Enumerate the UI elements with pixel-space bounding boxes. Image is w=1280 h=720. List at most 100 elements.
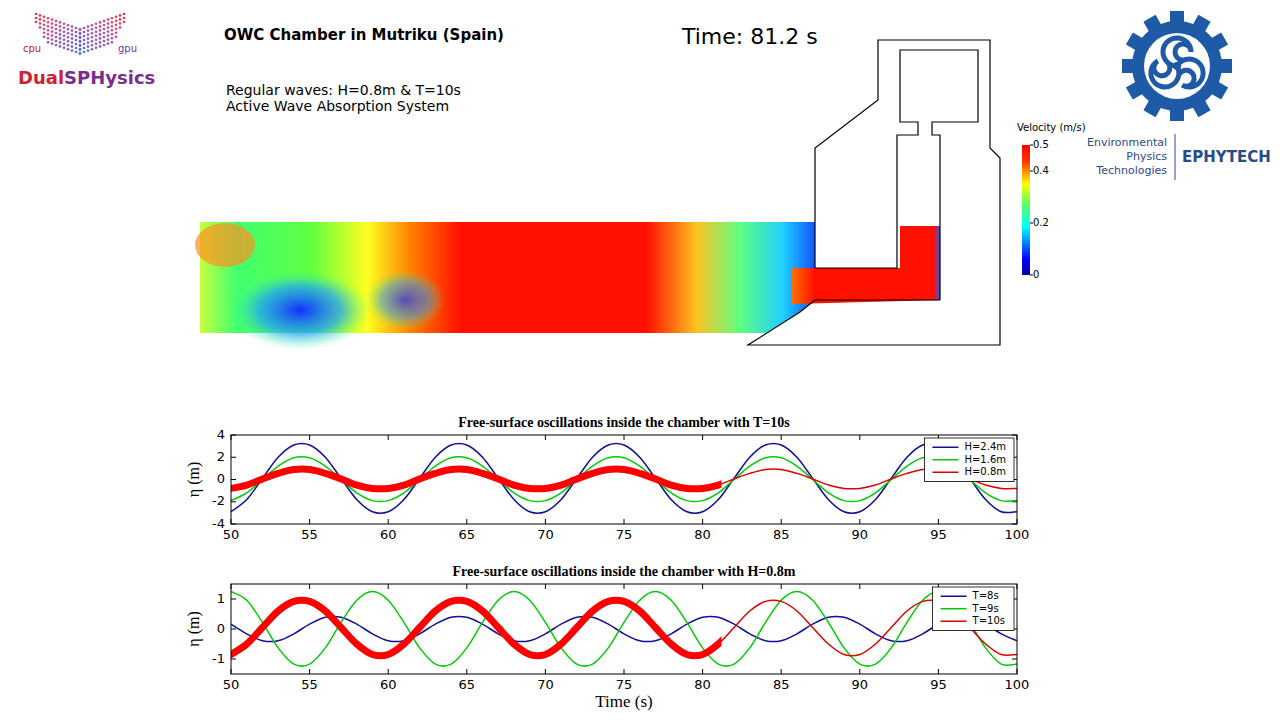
- logo-dot: [51, 22, 54, 25]
- logo-dot: [79, 48, 82, 51]
- y-axis-title: η (m): [185, 462, 203, 497]
- logo-name-part: SPHysics: [64, 67, 155, 88]
- logo-dot: [59, 21, 62, 24]
- x-tick: [624, 519, 625, 524]
- logo-dot: [115, 32, 118, 35]
- logo-dot: [63, 35, 66, 38]
- chamber-outline: [815, 50, 978, 300]
- series-group: [231, 443, 1017, 513]
- logo-dot: [43, 28, 46, 31]
- logo-dot: [63, 31, 66, 34]
- logo-dot: [79, 28, 82, 31]
- logo-dot: [47, 29, 50, 32]
- logo-dot: [91, 32, 94, 35]
- x-tick: [309, 584, 310, 589]
- logo-dot: [83, 35, 86, 38]
- x-tick-label: 75: [616, 677, 633, 692]
- x-tick: [702, 669, 703, 674]
- logo-dot: [59, 45, 62, 48]
- slow-zone: [230, 270, 370, 350]
- logo-dot: [59, 25, 62, 28]
- logo-dot: [115, 20, 118, 23]
- logo-dot: [55, 44, 58, 47]
- logo-dot: [55, 28, 58, 31]
- logo-dot: [67, 36, 70, 39]
- logo-dot: [111, 25, 114, 28]
- x-tick-label: 70: [537, 677, 554, 692]
- logo-dot: [119, 22, 122, 25]
- slow-zone: [365, 270, 445, 330]
- y-tick: [231, 457, 236, 458]
- logo-dot: [71, 33, 74, 36]
- logo-dot: [87, 25, 90, 28]
- logo-dot: [115, 28, 118, 31]
- x-tick: [309, 669, 310, 674]
- logo-dot: [123, 21, 126, 24]
- logo-dot: [95, 27, 98, 30]
- logo-dot: [79, 48, 82, 51]
- logo-dot: [87, 37, 90, 40]
- logo-dot: [71, 49, 74, 52]
- logo-dot: [55, 20, 58, 23]
- logo-dot: [115, 15, 118, 18]
- logo-dot: [51, 42, 54, 45]
- legend-label: H=0.8m: [964, 466, 1006, 477]
- logo-dot: [43, 32, 46, 35]
- x-tick: [545, 584, 546, 589]
- logo-dot: [111, 37, 114, 40]
- logo-dot: [79, 40, 82, 43]
- logo-dot: [75, 39, 78, 42]
- logo-dot: [67, 48, 70, 51]
- logo-dot: [59, 33, 62, 36]
- logo-dot: [99, 33, 102, 36]
- legend-label: T=8s: [972, 590, 999, 601]
- logo-dot: [79, 36, 82, 39]
- logo-dot: [87, 33, 90, 36]
- logo-name: DualSPHysics: [18, 67, 155, 88]
- gear-spiral: [1146, 54, 1184, 92]
- logo-dot: [71, 41, 74, 44]
- logo-name: EPHYTECH: [1182, 148, 1271, 166]
- logo-dot: [115, 36, 118, 39]
- logo-dot: [119, 26, 122, 29]
- x-tick-label: 95: [930, 527, 947, 542]
- x-tick-label: 90: [852, 677, 869, 692]
- gear-body: [1132, 21, 1222, 111]
- x-tick: [388, 435, 389, 440]
- legend-swatch: [932, 447, 958, 449]
- x-tick-label: 60: [380, 527, 397, 542]
- time-label: Time: 81.2 s: [681, 24, 818, 49]
- legend-box: [933, 587, 1014, 631]
- logo-dot: [103, 32, 106, 35]
- x-tick: [545, 669, 546, 674]
- logo-dot: [47, 33, 50, 36]
- logo-dot: [99, 25, 102, 28]
- logo-dot: [99, 41, 102, 44]
- logo-dot: [111, 41, 114, 44]
- x-tick-label: 55: [301, 527, 318, 542]
- logo-dot: [83, 39, 86, 42]
- legend: H=2.4mH=1.6mH=0.8m: [924, 438, 1014, 482]
- logo-dot: [123, 17, 126, 20]
- legend-swatch: [932, 472, 958, 474]
- legend-label: T=9s: [972, 603, 999, 614]
- logo-dot: [91, 44, 94, 47]
- logo-dot: [99, 29, 102, 32]
- legend-label: H=2.4m: [964, 441, 1006, 452]
- colorbar-tick-label: 0: [1033, 269, 1039, 280]
- x-tick-label: 95: [930, 677, 947, 692]
- logo-dot: [63, 27, 66, 30]
- logo-dot: [71, 45, 74, 48]
- logo-dot: [55, 40, 58, 43]
- logo-dot: [95, 31, 98, 34]
- y-tick: [231, 629, 236, 630]
- logo-dot: [51, 38, 54, 41]
- y-tick: [1012, 659, 1017, 660]
- x-tick-label: 85: [773, 527, 790, 542]
- x-tick: [388, 584, 389, 589]
- series-trace: [231, 600, 721, 656]
- logo-dot: [103, 36, 106, 39]
- logo-dot: [111, 33, 114, 36]
- y-tick-label: -4: [212, 516, 225, 531]
- logo-dot: [103, 20, 106, 23]
